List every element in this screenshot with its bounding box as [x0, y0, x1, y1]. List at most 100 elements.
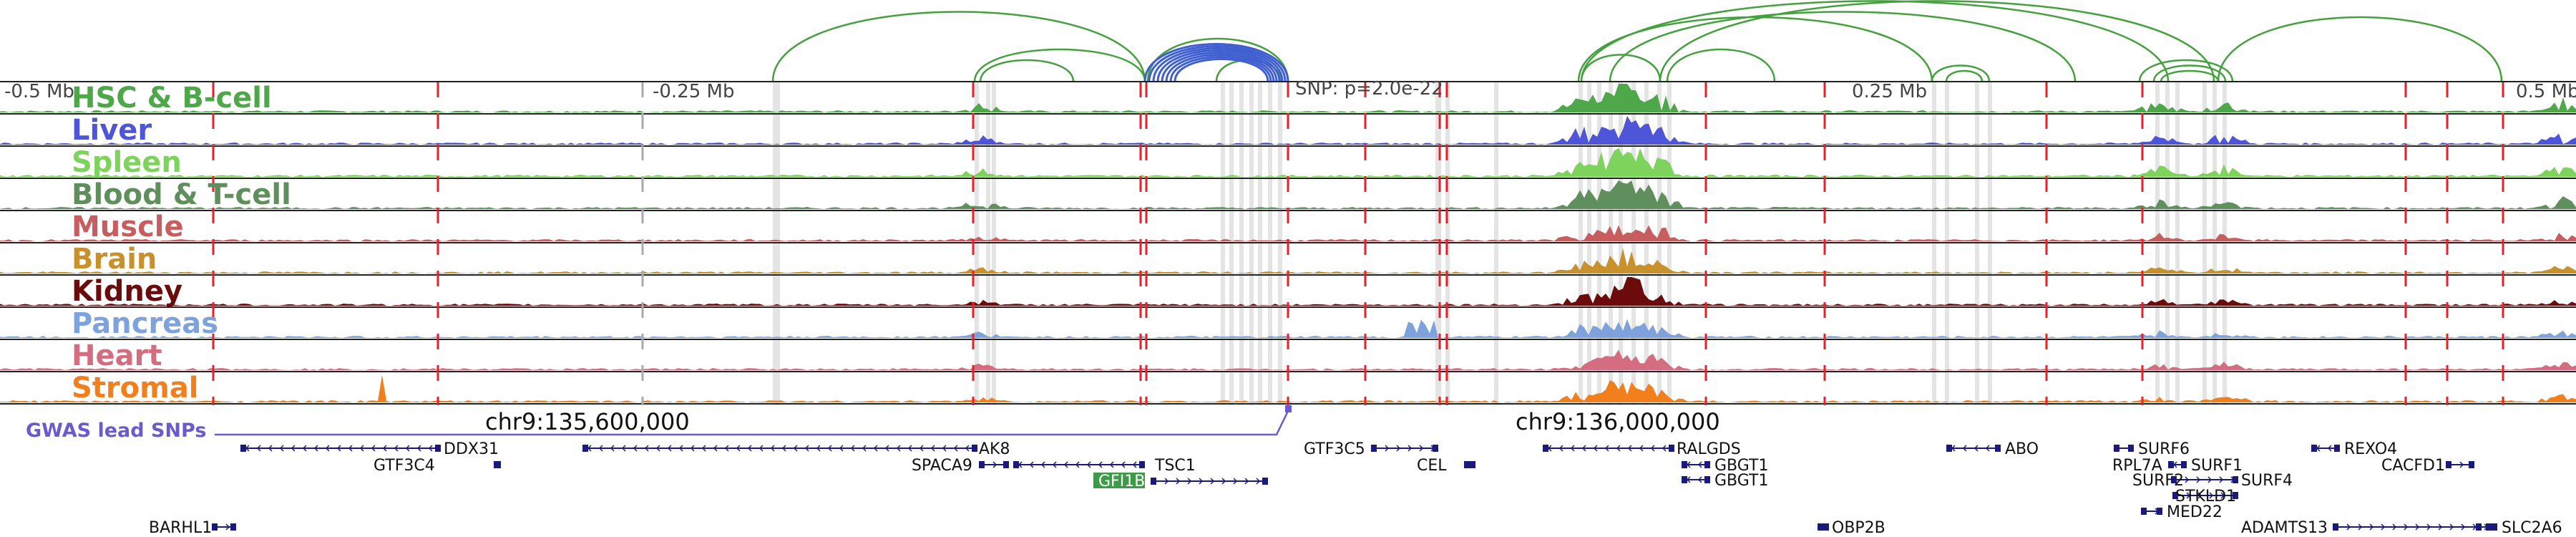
gene-strand-arrow [1199, 478, 1204, 485]
track-label-pancreas: Pancreas [72, 307, 218, 340]
gene-strand-arrow [1650, 445, 1655, 452]
gene-strand-arrow [919, 445, 924, 452]
gene-strand-arrow [1221, 478, 1226, 485]
axis-tick-label: -0.25 Mb [653, 81, 734, 102]
gene-strand-arrow [359, 445, 364, 452]
gene-exon [1470, 461, 1475, 468]
gene-strand-arrow [2327, 445, 2332, 452]
gene-strand-arrow [2381, 523, 2386, 531]
gene-exon [2333, 523, 2338, 531]
gene-exon [972, 445, 977, 452]
gene-label-stkld1: STKLD1 [2175, 488, 2236, 505]
gene-exon [1262, 478, 1268, 485]
gene-label-adamts13: ADAMTS13 [2241, 519, 2328, 537]
gene-strand-arrow [2207, 476, 2212, 483]
interaction-arc [1931, 64, 1991, 82]
interaction-arc [2160, 69, 2220, 82]
gene-strand-arrow [690, 445, 695, 452]
axis-tick-label: 0.25 Mb [1852, 81, 1927, 102]
gene-label-cel: CEL [1417, 457, 1447, 475]
gene-exon [2469, 461, 2474, 468]
gene-strand-arrow [1176, 478, 1181, 485]
gene-exon [2446, 461, 2451, 468]
gene-strand-arrow [1210, 478, 1215, 485]
gene-label-cacfd1: CACFD1 [2381, 457, 2445, 475]
gene-exon [1946, 445, 1952, 452]
gene-exon [1003, 461, 1009, 468]
gene-exon [1669, 445, 1674, 452]
gene-strand-arrow [1419, 445, 1424, 452]
gene-strand-arrow [2220, 492, 2225, 499]
gene-strand-arrow [1121, 461, 1126, 468]
gene-strand-arrow [953, 445, 958, 452]
gene-exon [1139, 461, 1145, 468]
gene-strand-arrow [598, 445, 603, 452]
gene-strand-arrow [839, 445, 844, 452]
gene-strand-arrow [2449, 523, 2454, 531]
gene-exon [2233, 476, 2238, 483]
gene-label-tsc1: TSC1 [1154, 457, 1196, 475]
gene-strand-arrow [325, 445, 330, 452]
interaction-arc [1169, 56, 1272, 82]
gene-exon [2114, 445, 2119, 452]
gene-strand-arrow [758, 445, 763, 452]
gene-strand-arrow [291, 445, 296, 452]
gene-strand-arrow [1407, 445, 1413, 452]
interaction-arc [979, 59, 1075, 82]
gene-strand-arrow [1052, 461, 1057, 468]
gene-label-slc2a6: SLC2A6 [2502, 519, 2562, 537]
gene-strand-arrow [1040, 461, 1045, 468]
gene-exon [1013, 461, 1019, 468]
gene-strand-arrow [1616, 445, 1621, 452]
gene-strand-arrow [992, 461, 997, 468]
gene-strand-arrow [1233, 478, 1238, 485]
gene-exon [1682, 461, 1687, 468]
gene-label-ddx31: DDX31 [444, 440, 499, 458]
gene-strand-arrow [313, 445, 318, 452]
gene-strand-arrow [644, 445, 649, 452]
gene-strand-arrow [2196, 476, 2201, 483]
gene-label-surf6: SURF6 [2138, 440, 2190, 458]
track-label-heart: Heart [72, 339, 162, 372]
gene-strand-arrow [336, 445, 341, 452]
gene-exon [1818, 523, 1823, 531]
gene-strand-arrow [884, 445, 889, 452]
gene-strand-arrow [2415, 523, 2420, 531]
gene-strand-arrow [2185, 476, 2190, 483]
gene-exon [1704, 461, 1710, 468]
gene-strand-arrow [667, 445, 672, 452]
interaction-arc [1143, 43, 1289, 82]
gene-exon [2157, 508, 2162, 515]
gene-label-gtf3c5: GTF3C5 [1304, 440, 1365, 458]
gene-strand-arrow [621, 445, 626, 452]
gene-label-gbgt1: GBGT1 [1714, 472, 1768, 490]
red-marker-lines [0, 81, 2576, 405]
gene-strand-arrow [873, 445, 878, 452]
gene-exon [1464, 461, 1470, 468]
gene-strand-arrow [2404, 523, 2409, 531]
gene-strand-arrow [1187, 478, 1192, 485]
gene-label-rpl7a: RPL7A [2112, 457, 2162, 475]
gene-exon [435, 445, 441, 452]
axis-tick-label: 0.5 Mb [2516, 81, 2576, 102]
gene-strand-arrow [804, 445, 809, 452]
gene-exon [212, 523, 218, 531]
interaction-arc [1174, 58, 1269, 82]
gene-strand-arrow [428, 445, 433, 452]
gene-exon [2181, 461, 2187, 468]
gene-strand-arrow [1697, 476, 1702, 483]
gene-strand-arrow [907, 445, 912, 452]
gene-label-gbgt1: GBGT1 [1714, 457, 1768, 475]
interaction-arc [1148, 45, 1287, 82]
gene-strand-arrow [1627, 445, 1632, 452]
gene-strand-arrow [896, 445, 901, 452]
gene-exon [1371, 445, 1377, 452]
gene-exon [2171, 476, 2177, 483]
gene-exon [495, 461, 501, 468]
gene-highlight-box [1093, 473, 1145, 488]
gene-strand-arrow [1396, 445, 1401, 452]
gene-strand-arrow [225, 523, 230, 531]
gene-labels: DDX31 GTF3C4 AK8 SPACA9 TSC1 GFI1B GTF3C… [149, 440, 2562, 537]
gene-strand-arrow [781, 445, 786, 452]
gene-strand-arrow [930, 445, 935, 452]
